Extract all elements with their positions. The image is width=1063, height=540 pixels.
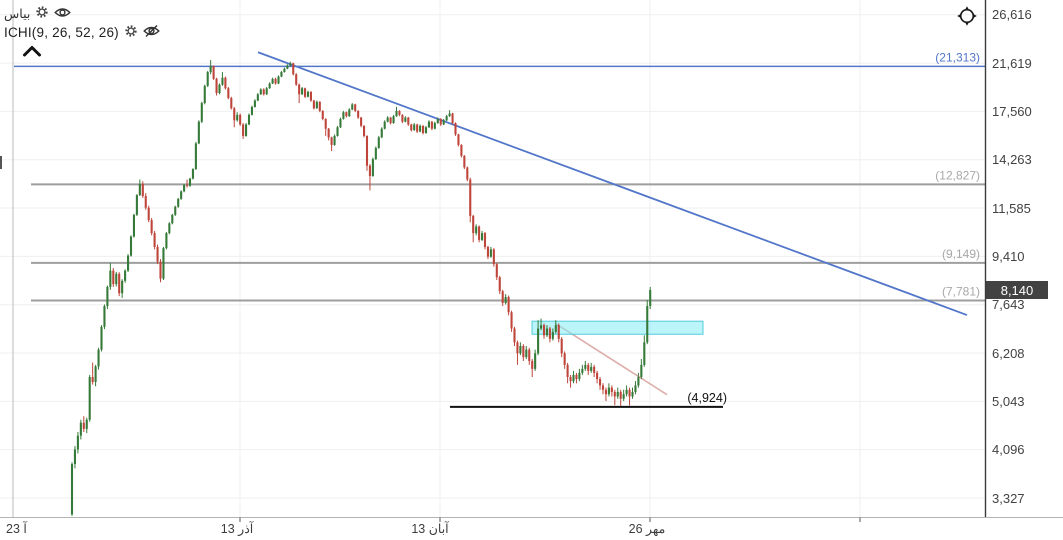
level-line-12827-label: (12,827)	[935, 168, 980, 182]
price-tick-label: 21,619	[992, 55, 1032, 71]
resistance-line-21313-label: (21,313)	[935, 50, 980, 64]
highlight-zone-box[interactable]	[531, 320, 704, 335]
symbol-label: بیاس	[4, 7, 31, 21]
price-tick-label: 9,410	[992, 248, 1025, 264]
date-tick-label: 13 آبان	[411, 522, 449, 536]
price-tick-label: 7,643	[992, 297, 1025, 313]
symbol-settings-button[interactable]	[35, 5, 49, 22]
price-tick-label: 26,616	[992, 7, 1032, 23]
eye-off-icon	[143, 24, 160, 41]
price-tick-label: 11,585	[992, 200, 1031, 216]
date-tick-label: 26 مهر	[628, 522, 666, 536]
countertrend-line[interactable]	[554, 322, 668, 396]
indicator-visibility-button[interactable]	[143, 24, 160, 41]
crosshair-compass-button[interactable]	[954, 3, 980, 32]
gear-icon	[124, 24, 138, 41]
clipped-candle-fragment	[0, 156, 2, 169]
candles	[70, 60, 652, 516]
price-tick-label: 6,208	[992, 345, 1025, 361]
date-tick-label: 13 آذر	[220, 522, 254, 536]
chevron-up-icon	[22, 45, 42, 60]
price-tick-label: 3,327	[992, 490, 1025, 506]
descending-trendline[interactable]	[257, 51, 968, 316]
date-axis[interactable]: آ 23 13 آذر 13 آبان 26 مهر	[0, 518, 985, 540]
eye-icon	[54, 6, 72, 22]
symbol-visibility-button[interactable]	[54, 6, 72, 22]
indicator-label: ICHI(9, 26, 52, 26)	[4, 25, 119, 40]
date-tick-label: آ 23	[6, 522, 27, 536]
price-tick-label: 4,096	[992, 442, 1025, 458]
collapse-legend-button[interactable]	[22, 45, 42, 60]
indicator-settings-button[interactable]	[124, 24, 138, 41]
price-tick-label: 5,043	[992, 393, 1025, 409]
level-line-9149-label: (9,149)	[942, 247, 980, 261]
indicator-row: ICHI(9, 26, 52, 26)	[4, 23, 160, 42]
support-line-label: (4,924)	[687, 391, 727, 405]
price-tick-label: 14,263	[992, 152, 1032, 168]
legend-overlay: بیاس ICHI(9, 26, 52, 26)	[4, 4, 160, 62]
current-price-badge: 8,140	[986, 281, 1048, 300]
grid	[0, 0, 985, 517]
price-axis[interactable]: 8,140 26,616 21,619 17,560 14,263 11,585 9,41…	[986, 0, 1063, 517]
price-tick-label: 17,560	[992, 103, 1032, 119]
gear-icon	[35, 5, 49, 22]
level-line-7781-label: (7,781)	[942, 285, 980, 299]
symbol-row: بیاس	[4, 4, 160, 23]
crosshair-compass-icon	[954, 3, 980, 32]
